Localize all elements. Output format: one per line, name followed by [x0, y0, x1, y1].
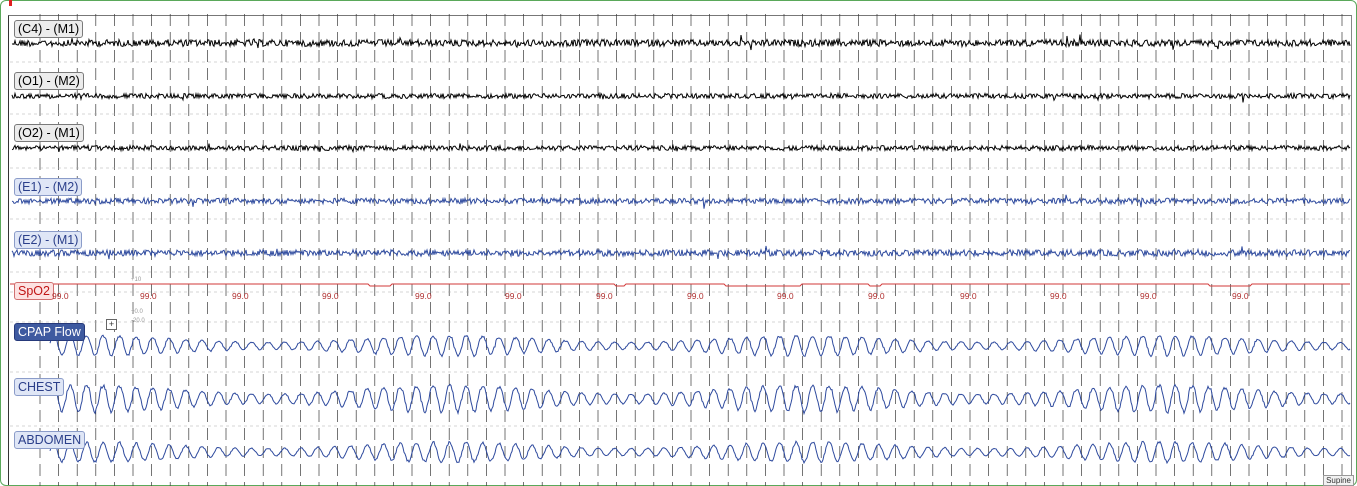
spo2-reading: 99.0 — [1050, 291, 1067, 301]
spo2-trace — [10, 283, 1350, 287]
spo2-scale-bottom: -20.0 — [131, 318, 145, 324]
spo2-reading: 99.0 — [596, 291, 613, 301]
spo2-reading: 99.0 — [140, 291, 157, 301]
spo2-reading: 99.0 — [777, 291, 794, 301]
spo2-reading: 99.0 — [868, 291, 885, 301]
spo2-scale-mid: +0.0 — [131, 309, 143, 315]
channel-label-cpap-flow[interactable]: CPAP Flow — [14, 323, 85, 341]
epoch-marker — [9, 0, 12, 6]
spo2-scale-top: +10 — [131, 277, 142, 283]
trace-panel — [8, 15, 1352, 485]
channel-label-e2-m1[interactable]: (E2) - (M1) — [14, 231, 83, 249]
spo2-reading: 99.0 — [52, 291, 69, 301]
eeg-trace-o1-m2 — [11, 91, 1351, 103]
channel-label-chest[interactable]: CHEST — [14, 378, 65, 396]
chest-trace — [49, 383, 1351, 416]
channel-label-spo2[interactable]: SpO2 — [14, 282, 54, 300]
body-position-tab[interactable]: Supine — [1323, 475, 1354, 486]
cpap-flow-trace — [49, 334, 1351, 358]
eog-trace-e2-m1 — [11, 245, 1351, 260]
spo2-reading: 99.0 — [232, 291, 249, 301]
eeg-trace-c4-m1 — [11, 34, 1351, 51]
abdomen-trace — [49, 440, 1351, 465]
cpap-expand-button[interactable]: + — [106, 319, 117, 330]
eog-trace-e1-m2 — [11, 194, 1351, 209]
spo2-reading: 99.0 — [960, 291, 977, 301]
channel-label-o1-m2[interactable]: (O1) - (M2) — [14, 72, 84, 90]
spo2-reading: 99.0 — [1232, 291, 1249, 301]
spo2-reading: 99.0 — [322, 291, 339, 301]
spo2-reading: 99.0 — [1140, 291, 1157, 301]
channel-label-abdomen[interactable]: ABDOMEN — [14, 431, 86, 449]
spo2-reading: 99.0 — [687, 291, 704, 301]
channel-label-c4-m1[interactable]: (C4) - (M1) — [14, 20, 84, 38]
channel-label-e1-m2[interactable]: (E1) - (M2) — [14, 178, 83, 196]
eeg-trace-o2-m1 — [11, 143, 1351, 154]
spo2-reading: 99.0 — [505, 291, 522, 301]
channel-label-o2-m1[interactable]: (O2) - (M1) — [14, 124, 84, 142]
spo2-reading: 99.0 — [415, 291, 432, 301]
